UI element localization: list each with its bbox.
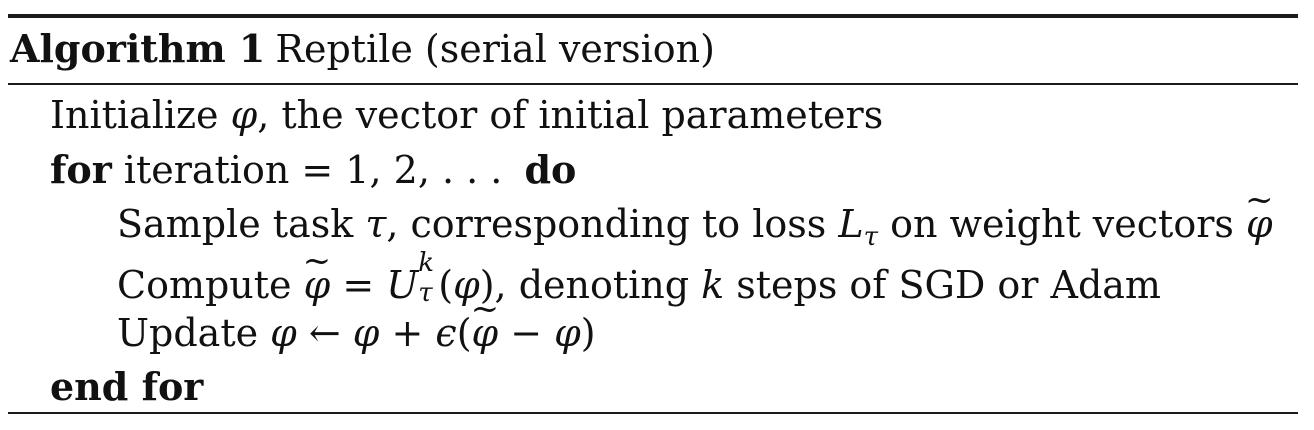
line-initialize: Initialize φ, the vector of initial para… <box>50 96 883 134</box>
phi-char: φ <box>471 311 499 355</box>
bottom-rule <box>8 412 1298 414</box>
update-operator-symbol: U <box>386 263 419 307</box>
phi-symbol: φ <box>230 93 258 137</box>
loss-subscript: τ <box>863 222 878 252</box>
operator-superscript: k <box>418 248 435 278</box>
tilde-accent: ~ <box>470 289 500 329</box>
arrow-symbol: ← <box>296 311 353 355</box>
epsilon-symbol: ϵ <box>435 311 457 355</box>
paren-close: ) <box>479 263 495 307</box>
phi-char: φ <box>303 263 331 307</box>
tilde-accent: ~ <box>1245 180 1274 220</box>
phi-tilde-symbol: ~ φ <box>471 292 500 355</box>
paren-open: ( <box>456 311 472 355</box>
algorithm-label: Algorithm 1 <box>10 26 266 71</box>
for-text: iteration = 1, 2, . . . <box>111 148 515 192</box>
plus-sign: + <box>379 311 436 355</box>
phi-tilde-symbol: ~ φ <box>303 244 332 307</box>
line-update: Update φ ← φ + ϵ(~ φ − φ) <box>117 292 596 355</box>
do-keyword: do <box>524 147 577 192</box>
compute-rest-a: , denoting <box>494 263 702 307</box>
sample-rest: on weight vectors <box>877 202 1246 246</box>
minus-sign: − <box>498 311 555 355</box>
init-text: Initialize <box>50 93 231 137</box>
tau-symbol: τ <box>365 202 387 246</box>
equals-sign: = <box>330 263 387 307</box>
compute-rest-b: steps of SGD or Adam <box>724 263 1161 307</box>
update-text: Update <box>117 311 271 355</box>
line-for: for iteration = 1, 2, . . . do <box>50 148 576 192</box>
init-rest: , the vector of initial parameters <box>257 93 884 137</box>
paren-open: ( <box>438 263 454 307</box>
phi-tilde-symbol: ~ φ <box>1245 183 1274 246</box>
line-end-for: end for <box>50 368 203 406</box>
phi-symbol: φ <box>453 263 480 307</box>
sample-text: Sample task <box>117 202 366 246</box>
phi-symbol: φ <box>270 311 297 355</box>
end-for-keyword: end for <box>50 364 204 409</box>
header-rule <box>8 83 1298 85</box>
tilde-accent: ~ <box>302 241 332 281</box>
paren-close: ) <box>580 311 596 355</box>
sample-mid: , corresponding to loss <box>386 202 839 246</box>
operator-subscript: τ <box>418 278 433 308</box>
phi-symbol: φ <box>554 311 581 355</box>
top-rule <box>8 14 1298 18</box>
algorithm-title: Algorithm 1 Reptile (serial version) <box>10 27 715 71</box>
loss-symbol: L <box>838 202 864 246</box>
for-keyword: for <box>50 147 112 192</box>
line-sample: Sample task τ, corresponding to loss Lτ … <box>117 183 1274 250</box>
phi-char: φ <box>1245 202 1273 246</box>
phi-symbol: φ <box>352 311 380 355</box>
algorithm-name: Reptile (serial version) <box>275 27 715 71</box>
compute-text: Compute <box>117 263 304 307</box>
k-symbol: k <box>701 263 725 307</box>
